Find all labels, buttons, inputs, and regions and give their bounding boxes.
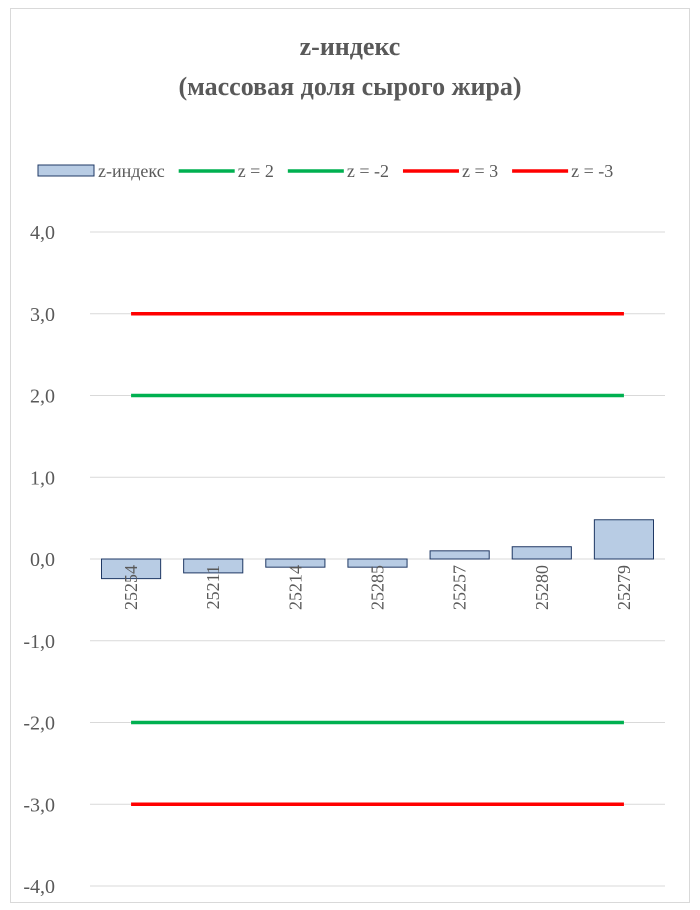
y-tick-label: 0,0 xyxy=(30,549,55,571)
legend-swatch-bar xyxy=(37,164,95,177)
category-label: 25254 xyxy=(121,565,141,610)
reference-lines xyxy=(131,312,624,806)
y-tick-label: -1,0 xyxy=(23,631,55,653)
category-label: 25285 xyxy=(368,565,388,610)
bar xyxy=(429,550,490,560)
y-tick-label: 2,0 xyxy=(30,386,55,408)
y-tick-label: 3,0 xyxy=(30,304,55,326)
bar xyxy=(183,558,244,574)
y-tick-label: -3,0 xyxy=(23,794,55,816)
bar xyxy=(593,519,654,560)
bar xyxy=(101,558,162,580)
legend: z-индекс z = 2 z = -2 z = 3 z = -3 xyxy=(37,161,613,181)
y-tick-label: 1,0 xyxy=(30,467,55,489)
legend-label: z-индекс xyxy=(98,161,165,181)
category-label: 25280 xyxy=(532,565,552,610)
legend-label: z = 2 xyxy=(238,161,274,181)
category-label: 25211 xyxy=(203,565,223,609)
bar xyxy=(511,546,572,560)
y-tick-label: -2,0 xyxy=(23,713,55,735)
legend-label: z = -3 xyxy=(571,161,613,181)
legend-label: z = 3 xyxy=(462,161,498,181)
legend-label: z = -2 xyxy=(347,161,389,181)
category-label: 25214 xyxy=(285,565,305,610)
y-tick-label: 4,0 xyxy=(30,222,55,244)
y-tick-label: -4,0 xyxy=(23,876,55,898)
bar xyxy=(265,558,326,568)
chart-frame xyxy=(10,8,690,903)
y-axis-ticks: 4,0 3,0 2,0 1,0 0,0 -1,0 -2,0 -3,0 -4,0 xyxy=(23,222,55,898)
chart-title: z-индекс xyxy=(299,32,401,61)
category-label: 25257 xyxy=(450,565,470,610)
chart-subtitle: (массовая доля сырого жира) xyxy=(178,72,522,101)
bar xyxy=(347,558,408,568)
bar-series xyxy=(101,519,654,580)
category-label: 25279 xyxy=(614,565,634,610)
category-labels: 25254 25211 25214 25285 25257 25280 25279 xyxy=(121,565,634,610)
